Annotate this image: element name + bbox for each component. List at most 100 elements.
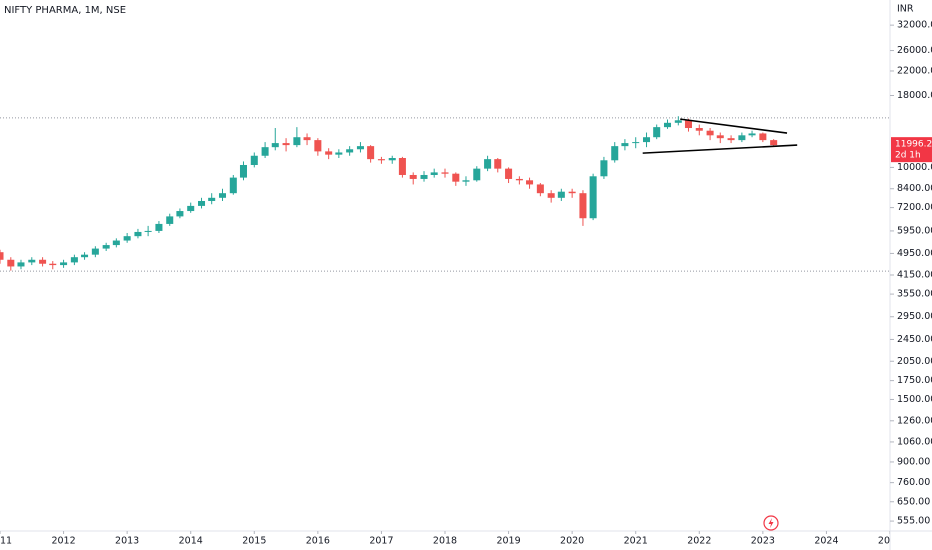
y-tick-label: 2050.00 [897, 356, 932, 367]
candle-body [377, 159, 385, 161]
candle-body [229, 177, 237, 194]
candle-body [208, 197, 216, 201]
live-icon [763, 515, 779, 531]
candle-body [643, 137, 651, 143]
candle-body [187, 205, 195, 212]
candle-body [695, 128, 703, 131]
candle-body [60, 262, 68, 266]
y-tick-label: 10000.00 [897, 162, 932, 173]
candle-body [7, 259, 15, 267]
candle-body [398, 157, 406, 175]
x-tick-label: 2021 [624, 536, 648, 547]
candle-body [505, 168, 513, 179]
y-tick-label: 2450.00 [897, 334, 932, 345]
candle-body [293, 137, 301, 146]
trend-line [642, 144, 798, 154]
y-tick-label: 4950.00 [897, 248, 932, 259]
candle-body [770, 140, 778, 146]
plot-area [0, 116, 890, 272]
x-tick-label: 2011 [0, 536, 12, 547]
candle-body [621, 143, 629, 147]
candle-body [473, 168, 481, 181]
currency-label: INR [897, 4, 914, 15]
candle-body [611, 146, 619, 161]
y-tick-label: 26000.00 [897, 45, 932, 56]
candle-body [388, 157, 396, 161]
y-tick-label: 1060.00 [897, 436, 932, 447]
candle-body [663, 122, 672, 128]
candle-body [716, 135, 724, 139]
candle-body [70, 257, 78, 263]
x-tick-label: 2017 [369, 536, 393, 547]
candle-body [39, 259, 47, 264]
y-tick-label: 760.00 [897, 477, 930, 488]
y-tick-label: 5950.00 [897, 225, 932, 236]
candle-body [420, 174, 428, 179]
candle-body [102, 245, 110, 249]
y-tick-label: 32000.00 [897, 20, 932, 31]
candle-body [314, 140, 322, 152]
y-tick-label: 555.00 [897, 516, 930, 527]
candle-body [261, 147, 269, 156]
candle-body [536, 184, 544, 194]
candle-body [526, 180, 534, 185]
candle-body [557, 191, 565, 198]
candle-body [759, 133, 767, 141]
candle-body [166, 216, 174, 224]
candle-body [123, 236, 131, 241]
candle-body [134, 231, 142, 237]
candle-body [325, 151, 333, 155]
chart-title: NIFTY PHARMA, 1M, NSE [4, 5, 126, 16]
candle-body [367, 146, 375, 160]
y-tick-label: 1500.00 [897, 394, 932, 405]
candle-body [579, 193, 587, 219]
candle-body [17, 262, 25, 267]
candle-body [198, 200, 206, 206]
y-tick-label: 650.00 [897, 496, 930, 507]
x-tick-label: 2015 [242, 536, 266, 547]
candle-body [356, 146, 364, 150]
x-tick-label: 2014 [179, 536, 203, 547]
candle-body [632, 142, 640, 144]
candle-body [155, 223, 163, 231]
candle-body [494, 159, 502, 169]
y-tick-label: 3550.00 [897, 289, 932, 300]
x-tick-label: 2020 [560, 536, 584, 547]
candle-body [144, 230, 152, 232]
x-tick-label: 2012 [51, 536, 75, 547]
y-tick-label: 4150.00 [897, 269, 932, 280]
candle-body [91, 248, 99, 255]
x-tick-label: 2025 [878, 536, 902, 547]
x-tick-label: 2023 [751, 536, 775, 547]
y-tick-label: 22000.00 [897, 65, 932, 76]
y-tick-label: 1260.00 [897, 415, 932, 426]
candle-body [452, 173, 460, 182]
x-tick-label: 2022 [687, 536, 711, 547]
candle-body [303, 137, 311, 141]
candle-body [112, 240, 120, 246]
candle-body [271, 143, 279, 148]
y-tick-label: 1750.00 [897, 375, 932, 386]
candle-body [409, 174, 417, 179]
candle-body [600, 160, 608, 177]
countdown-label: 2d 1h [895, 151, 921, 161]
x-tick-label: 2024 [814, 536, 838, 547]
candle-body [28, 259, 36, 263]
candle-body [674, 120, 682, 123]
candle-body [462, 180, 470, 182]
candle-body [653, 127, 661, 138]
y-tick-label: 18000.00 [897, 90, 932, 101]
last-price-box [891, 137, 932, 163]
candle-body [0, 252, 4, 260]
x-tick-label: 2018 [433, 536, 457, 547]
x-tick-label: 2016 [306, 536, 330, 547]
candle-body [81, 254, 89, 258]
x-tick-label: 2019 [496, 536, 520, 547]
candle-body [335, 152, 343, 155]
x-axis: 2011 2012 2013 2014 2015 2016 2017 2018 2019 2020… [0, 531, 902, 547]
candle-body [547, 193, 555, 198]
trend-line [680, 118, 788, 134]
